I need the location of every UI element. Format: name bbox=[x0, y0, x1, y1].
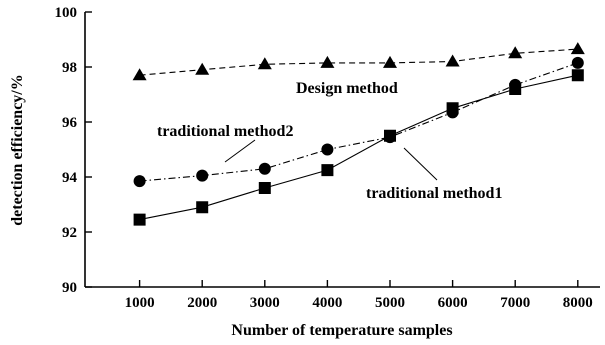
leader-line-traditional-method2 bbox=[224, 139, 256, 163]
data-point-triangle bbox=[132, 68, 147, 81]
data-point-circle bbox=[133, 175, 146, 188]
series-line bbox=[139, 48, 578, 76]
series-label-traditional-method2: traditional method2 bbox=[157, 123, 293, 140]
data-point-circle bbox=[196, 169, 209, 182]
series-labels: Design method traditional method2 tradit… bbox=[157, 80, 502, 202]
data-point-triangle bbox=[445, 54, 460, 67]
data-point-square bbox=[258, 182, 271, 194]
series-label-traditional-method1: traditional method1 bbox=[366, 185, 502, 202]
data-point-circle bbox=[321, 143, 334, 156]
data-point-circle bbox=[571, 56, 584, 69]
data-point-square bbox=[509, 83, 522, 95]
data-point-square bbox=[133, 213, 146, 226]
data-point-triangle bbox=[508, 46, 523, 59]
series-1 bbox=[133, 56, 584, 188]
x-tick-label: 8000 bbox=[563, 295, 593, 311]
y-tick-label: 98 bbox=[62, 60, 77, 76]
y-axis-title: detection efficiency/% bbox=[9, 74, 26, 226]
y-tick-label: 94 bbox=[62, 170, 78, 186]
x-tick-label: 6000 bbox=[438, 295, 468, 311]
x-tick-label: 2000 bbox=[187, 295, 217, 311]
data-point-square bbox=[384, 129, 396, 142]
x-ticks: 1000 2000 3000 4000 5000 6000 7000 8000 bbox=[125, 280, 593, 311]
series-layer bbox=[132, 42, 585, 226]
x-tick-label: 3000 bbox=[250, 295, 280, 311]
y-ticks: 90 92 94 96 98 100 bbox=[55, 5, 92, 296]
data-point-square bbox=[446, 102, 459, 115]
series-label-design-method: Design method bbox=[296, 80, 398, 97]
y-tick-label: 96 bbox=[62, 115, 78, 131]
data-point-square bbox=[571, 69, 584, 82]
leader-line-traditional-method1 bbox=[403, 147, 438, 181]
data-point-circle bbox=[258, 162, 271, 175]
x-tick-label: 1000 bbox=[125, 295, 155, 311]
series-0 bbox=[132, 42, 585, 81]
data-point-triangle bbox=[570, 42, 585, 55]
x-tick-label: 7000 bbox=[500, 295, 530, 311]
data-point-triangle bbox=[257, 57, 272, 70]
data-point-square bbox=[321, 164, 334, 177]
x-tick-label: 4000 bbox=[312, 295, 342, 311]
series-line bbox=[139, 62, 578, 182]
series-line bbox=[139, 74, 578, 221]
axes bbox=[84, 12, 600, 288]
series-2 bbox=[133, 69, 584, 226]
y-tick-label: 100 bbox=[55, 5, 78, 21]
data-point-square bbox=[196, 201, 209, 214]
x-tick-label: 5000 bbox=[375, 295, 405, 311]
x-axis-title: Number of temperature samples bbox=[231, 322, 452, 339]
y-tick-label: 92 bbox=[62, 225, 77, 241]
y-tick-label: 90 bbox=[62, 280, 77, 296]
data-point-triangle bbox=[195, 62, 210, 75]
data-point-triangle bbox=[320, 55, 335, 68]
data-point-triangle bbox=[383, 55, 397, 68]
